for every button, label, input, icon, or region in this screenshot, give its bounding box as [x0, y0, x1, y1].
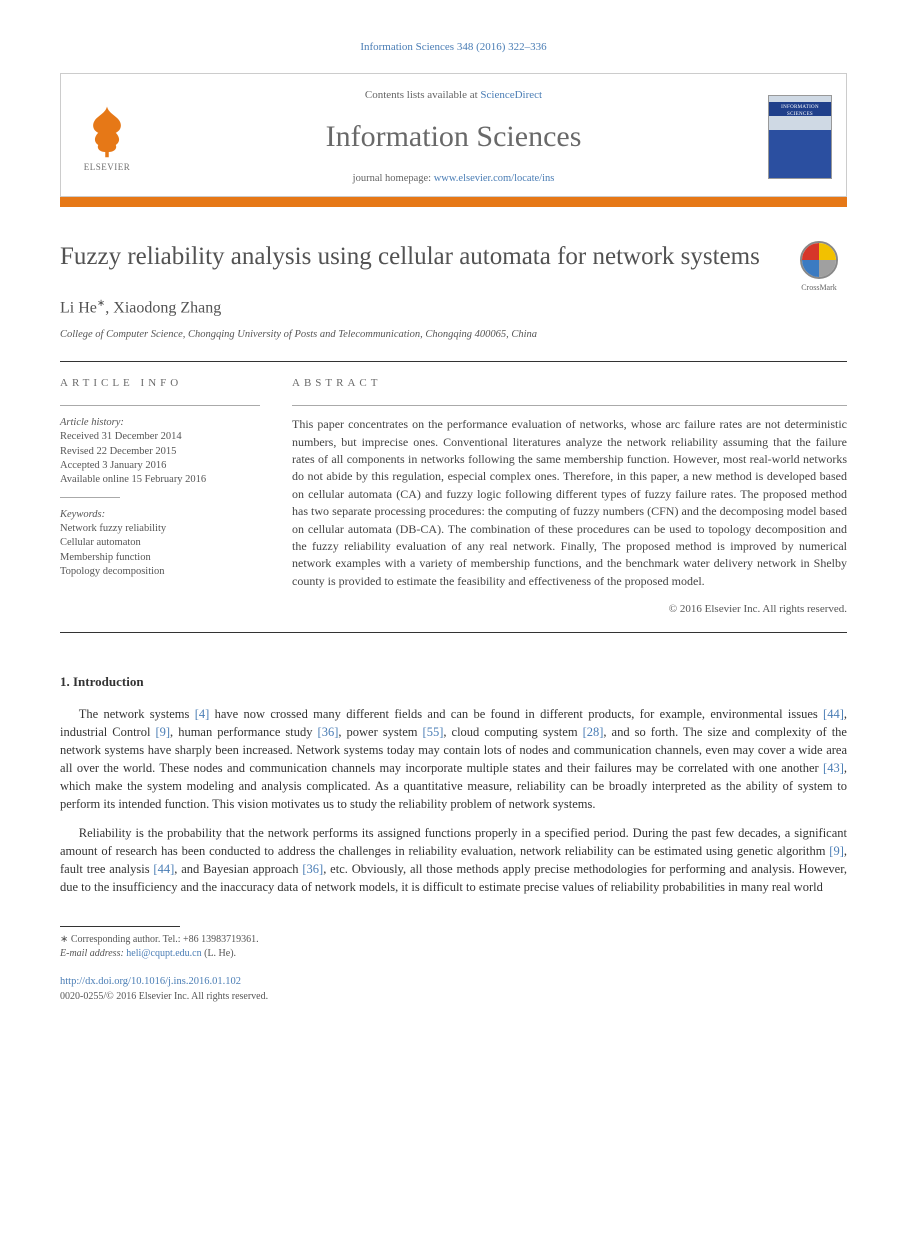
abstract-rule: [292, 405, 847, 406]
intro-paragraph-2: Reliability is the probability that the …: [60, 824, 847, 897]
keyword-2: Cellular automaton: [60, 536, 260, 550]
homepage-prefix: journal homepage:: [353, 173, 434, 184]
running-head: Information Sciences 348 (2016) 322–336: [60, 40, 847, 55]
p2-text-a: Reliability is the probability that the …: [60, 826, 847, 858]
cover-lower-band: [769, 130, 831, 178]
p1-text-b: have now crossed many different fields a…: [209, 707, 823, 721]
article-history: Article history: Received 31 December 20…: [60, 416, 260, 487]
info-rule-1: [60, 405, 260, 406]
article-title: Fuzzy reliability analysis using cellula…: [60, 241, 773, 272]
keywords-block: Keywords: Network fuzzy reliability Cell…: [60, 508, 260, 579]
ref-44[interactable]: [44]: [823, 707, 844, 721]
ref-4[interactable]: [4]: [195, 707, 210, 721]
p1-text-d: , human performance study: [170, 725, 318, 739]
title-row: Fuzzy reliability analysis using cellula…: [60, 241, 847, 297]
doi-link[interactable]: http://dx.doi.org/10.1016/j.ins.2016.01.…: [60, 975, 847, 990]
issn-copyright: 0020-0255/© 2016 Elsevier Inc. All right…: [60, 990, 847, 1004]
ref-44b[interactable]: [44]: [153, 862, 174, 876]
abstract-heading: abstract: [292, 376, 847, 391]
crossmark-icon: [800, 241, 838, 279]
ref-9[interactable]: [9]: [155, 725, 170, 739]
abstract-copyright: © 2016 Elsevier Inc. All rights reserved…: [292, 602, 847, 617]
history-online: Available online 15 February 2016: [60, 473, 260, 487]
email-link[interactable]: heli@cqupt.edu.cn: [126, 948, 201, 959]
p1-text-e: , power system: [338, 725, 422, 739]
ref-9b[interactable]: [9]: [829, 844, 844, 858]
keyword-4: Topology decomposition: [60, 565, 260, 579]
abstract-text: This paper concentrates on the performan…: [292, 416, 847, 590]
email-label: E-mail address:: [60, 948, 126, 959]
accent-bar: [60, 197, 847, 207]
affiliation: College of Computer Science, Chongqing U…: [60, 328, 847, 343]
publisher-logo: ELSEVIER: [75, 101, 139, 173]
keyword-3: Membership function: [60, 551, 260, 565]
header-center: Contents lists available at ScienceDirec…: [139, 88, 768, 186]
ref-28[interactable]: [28]: [583, 725, 604, 739]
publisher-name: ELSEVIER: [84, 161, 131, 174]
article-info-heading: article info: [60, 376, 260, 391]
author-2: Xiaodong Zhang: [113, 300, 221, 317]
abstract-column: abstract This paper concentrates on the …: [292, 376, 847, 618]
ref-36b[interactable]: [36]: [302, 862, 323, 876]
rule-top: [60, 361, 847, 362]
history-accepted: Accepted 3 January 2016: [60, 459, 260, 473]
author-1: Li He: [60, 300, 97, 317]
crossmark-badge[interactable]: CrossMark: [791, 241, 847, 297]
info-rule-2: [60, 497, 120, 498]
section-1-heading: 1. Introduction: [60, 673, 847, 691]
p2-text-c: , and Bayesian approach: [174, 862, 302, 876]
email-line: E-mail address: heli@cqupt.edu.cn (L. He…: [60, 947, 847, 961]
ref-43[interactable]: [43]: [823, 761, 844, 775]
footnote-rule: [60, 926, 180, 927]
corresponding-author-note: ∗ Corresponding author. Tel.: +86 139837…: [60, 933, 847, 947]
sciencedirect-link[interactable]: ScienceDirect: [480, 89, 542, 101]
article-info-column: article info Article history: Received 3…: [60, 376, 260, 618]
history-revised: Revised 22 December 2015: [60, 445, 260, 459]
homepage-line: journal homepage: www.elsevier.com/locat…: [139, 172, 768, 187]
ref-36[interactable]: [36]: [318, 725, 339, 739]
journal-header: ELSEVIER Contents lists available at Sci…: [60, 73, 847, 197]
email-suffix: (L. He).: [202, 948, 236, 959]
homepage-link[interactable]: www.elsevier.com/locate/ins: [434, 173, 555, 184]
p1-text-f: , cloud computing system: [443, 725, 582, 739]
p1-text-a: The network systems: [79, 707, 195, 721]
journal-cover-thumbnail: INFORMATION SCIENCES: [768, 95, 832, 179]
ref-55[interactable]: [55]: [423, 725, 444, 739]
contents-available-line: Contents lists available at ScienceDirec…: [139, 88, 768, 103]
cover-title: INFORMATION SCIENCES: [769, 102, 831, 116]
author-1-marker: ∗: [97, 298, 105, 309]
elsevier-tree-icon: [79, 103, 135, 159]
contents-prefix: Contents lists available at: [365, 89, 480, 101]
crossmark-label: CrossMark: [801, 282, 837, 293]
keywords-label: Keywords:: [60, 508, 260, 522]
keyword-1: Network fuzzy reliability: [60, 522, 260, 536]
history-label: Article history:: [60, 416, 260, 430]
info-abstract-row: article info Article history: Received 3…: [60, 376, 847, 618]
journal-name: Information Sciences: [139, 116, 768, 158]
history-received: Received 31 December 2014: [60, 430, 260, 444]
intro-paragraph-1: The network systems [4] have now crossed…: [60, 705, 847, 814]
authors-line: Li He∗, Xiaodong Zhang: [60, 297, 847, 320]
rule-bottom: [60, 632, 847, 633]
